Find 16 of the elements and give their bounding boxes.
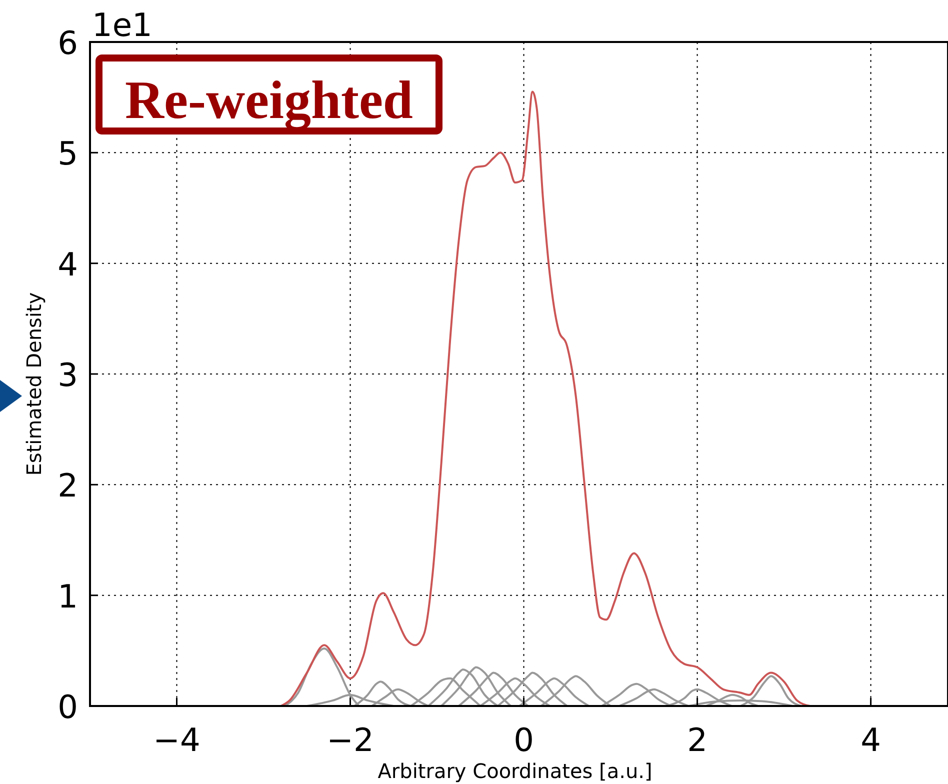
x-tick-label: −4: [153, 721, 200, 759]
y-tick-label: 3: [58, 356, 78, 394]
annotation: 1e1: [92, 6, 152, 44]
x-tick-label: −2: [326, 721, 374, 759]
x-tick-label: 0: [514, 721, 534, 759]
y-axis-title: Estimated Density: [22, 292, 46, 476]
x-tick-label: 4: [860, 721, 881, 759]
y-tick-label: 5: [58, 134, 78, 173]
text: Re-weighted: [125, 70, 413, 130]
y-tick-label: 2: [58, 466, 78, 505]
y-tick-label: 1: [58, 577, 78, 616]
x-tick-label: 2: [687, 721, 708, 759]
x-axis-title: Arbitrary Coordinates [a.u.]: [378, 759, 652, 783]
y-tick-label: 0: [58, 688, 78, 726]
y-tick-label: 6: [58, 24, 78, 62]
y-tick-label: 4: [58, 245, 78, 284]
